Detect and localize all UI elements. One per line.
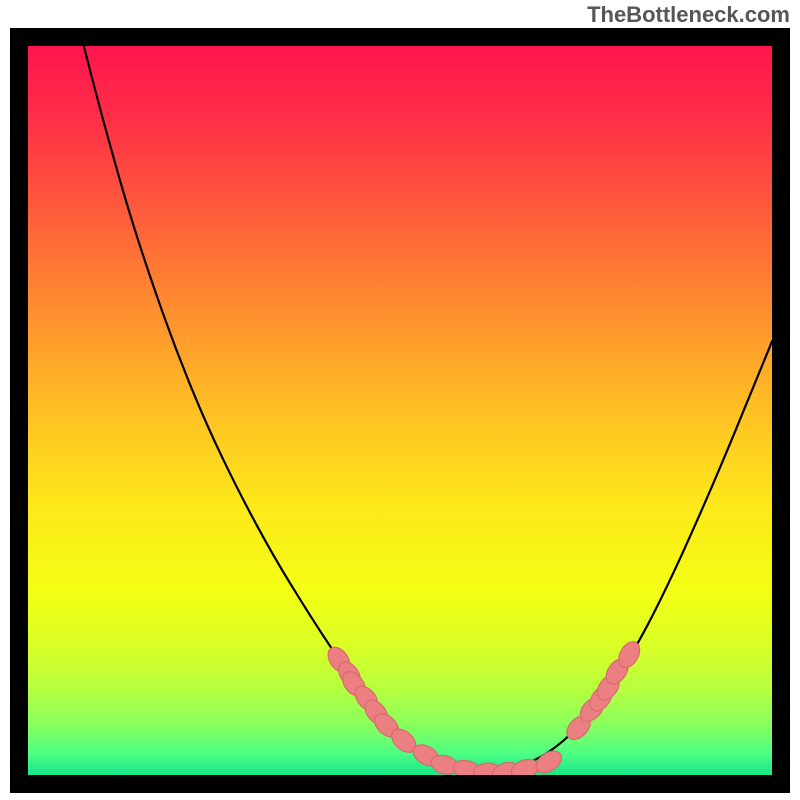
chart-svg (28, 46, 772, 775)
marker-group (324, 638, 644, 775)
plot-area (28, 46, 772, 775)
bottleneck-curve (84, 46, 772, 772)
watermark-text: TheBottleneck.com (587, 2, 790, 28)
